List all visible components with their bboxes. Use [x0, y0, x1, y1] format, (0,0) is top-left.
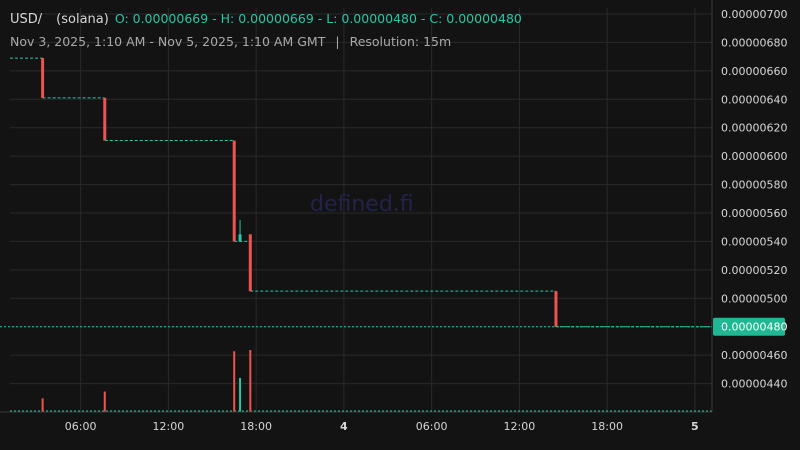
- y-tick-label: 0.00000660: [721, 65, 787, 78]
- y-tick-label: 0.00000620: [721, 122, 787, 135]
- resolution-label: Resolution: 15m: [349, 34, 452, 49]
- volume-bar: [103, 391, 106, 412]
- volume-bars: [10, 350, 712, 412]
- y-tick-label: 0.00000540: [721, 235, 787, 248]
- x-tick-label: 12:00: [504, 420, 536, 433]
- y-tick-label: 0.00000500: [721, 292, 787, 305]
- current-price-label: 0.00000480: [721, 321, 787, 334]
- y-tick-label: 0.00000680: [721, 36, 787, 49]
- x-tick-label: 06:00: [65, 420, 97, 433]
- x-tick-label: 06:00: [416, 420, 448, 433]
- y-tick-label: 0.00000520: [721, 264, 787, 277]
- y-tick-label: 0.00000580: [721, 179, 787, 192]
- candle-body: [41, 58, 45, 98]
- chart-header: USD/ (solana) O: 0.00000669 - H: 0.00000…: [10, 10, 522, 51]
- candle-body: [554, 291, 558, 327]
- volume-bar: [239, 377, 242, 412]
- chart-grid: [10, 8, 712, 412]
- watermark: defined.fi: [310, 192, 414, 217]
- volume-bar: [233, 351, 236, 412]
- y-tick-label: 0.00000460: [721, 349, 787, 362]
- header-separator: |: [335, 34, 340, 49]
- x-tick-label: 4: [340, 420, 348, 433]
- candle-body: [103, 97, 107, 141]
- x-tick-label: 5: [691, 420, 699, 433]
- y-tick-label: 0.00000560: [721, 207, 787, 220]
- candle-body: [248, 234, 252, 292]
- chain-label: (solana): [56, 12, 109, 27]
- x-tick-label: 12:00: [153, 420, 185, 433]
- chart-axes: 0.00000700 0.00000680 0.00000660 0.00000640…: [0, 0, 787, 433]
- y-tick-label: 0.00000440: [721, 378, 787, 391]
- y-tick-label: 0.00000640: [721, 93, 787, 106]
- current-price-tag: [713, 317, 785, 336]
- candle-body: [238, 234, 242, 242]
- y-tick-label: 0.00000600: [721, 150, 787, 163]
- x-tick-label: 18:00: [240, 420, 272, 433]
- symbol-label: USD/: [10, 12, 43, 27]
- ohlc-readout: O: 0.00000669 - H: 0.00000669 - L: 0.000…: [114, 11, 522, 26]
- date-range: Nov 3, 2025, 1:10 AM - Nov 5, 2025, 1:10…: [10, 34, 326, 49]
- y-tick-label: 0.00000700: [721, 8, 787, 21]
- x-tick-label: 18:00: [591, 420, 623, 433]
- volume-bar: [249, 350, 252, 412]
- candle-body: [232, 140, 236, 242]
- candles: [41, 58, 558, 327]
- volume-bar: [41, 398, 44, 412]
